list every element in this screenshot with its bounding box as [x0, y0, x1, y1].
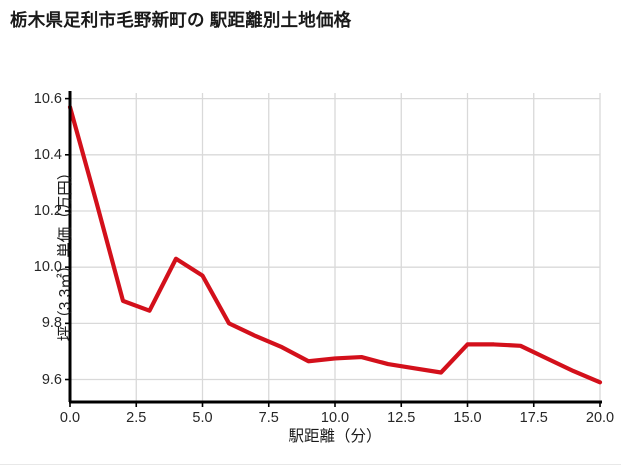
y-tick-label: 10.4: [33, 146, 62, 163]
chart-title: 栃木県足利市毛野新町の 駅距離別土地価格: [10, 10, 352, 30]
x-tick-label: 2.5: [126, 410, 147, 426]
x-tick-label: 12.5: [387, 410, 416, 426]
x-tick-label: 17.5: [519, 410, 548, 426]
x-tick-label: 0.0: [59, 410, 81, 426]
x-tick-label: 10.0: [320, 410, 350, 426]
x-axis-label: 駅距離（分）: [288, 428, 382, 445]
x-tick-label: 15.0: [453, 410, 482, 426]
y-tick-label: 9.8: [41, 315, 62, 332]
y-axis-label: 坪（3.3㎡）単価（万円）: [57, 164, 74, 342]
tick-marks: [65, 97, 601, 407]
y-tick-label: 9.6: [41, 371, 62, 388]
y-tick-label: 10.6: [33, 90, 62, 107]
x-tick-label: 20.0: [585, 410, 615, 426]
data-series-group: [67, 104, 603, 385]
data-line-坪単価: [67, 104, 603, 385]
y-tick-label: 10.0: [33, 259, 62, 276]
x-tick-label: 5.0: [192, 410, 213, 426]
x-tick-label: 7.5: [258, 410, 279, 426]
gridlines: [70, 93, 601, 402]
y-tick-label: 10.2: [33, 202, 62, 219]
